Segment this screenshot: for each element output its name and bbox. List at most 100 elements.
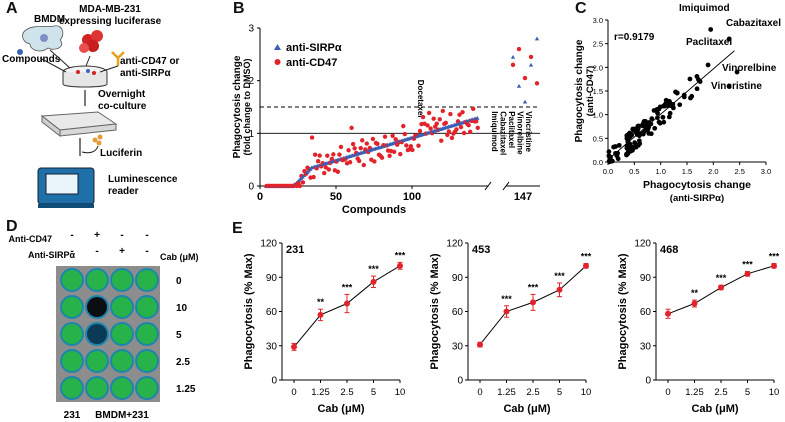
axis-break-mark — [484, 181, 492, 191]
chart-c: 0.0 0.5 1.0 1.5 2.0 2.5 3.0 0.0 0.5 1.0 1.5 2.0 2.5 3… — [574, 3, 781, 204]
data-point — [370, 278, 377, 285]
point-cd47 — [372, 159, 377, 164]
point-cd47 — [335, 169, 341, 174]
y-tick-label: 60 — [266, 307, 278, 318]
y-tick-label: 1.5 — [593, 87, 603, 96]
y-tick-label: 30 — [452, 341, 464, 352]
x-axis-label: Compounds — [342, 204, 406, 216]
significance-label: *** — [528, 282, 539, 292]
data-point — [660, 114, 666, 120]
well — [112, 324, 132, 344]
point-cd47 — [358, 145, 363, 151]
data-point — [583, 262, 589, 269]
legend-label-sirpa: anti-SIRPα — [286, 42, 342, 54]
data-point — [657, 120, 663, 126]
data-point — [648, 121, 654, 127]
point-cd47 — [460, 109, 465, 115]
outlier-cd47 — [510, 62, 516, 68]
y-tick-label: 60 — [452, 307, 464, 318]
y-axis-label: Phagocytosis change — [232, 55, 243, 158]
workflow-diagram: BMDM MDA-MB-231 expressing luciferase Co… — [2, 4, 180, 208]
well — [87, 270, 107, 290]
data-point — [317, 311, 324, 318]
sirpa-sign: - — [145, 246, 148, 257]
point-cd47 — [360, 138, 365, 143]
data-point — [397, 262, 403, 269]
data-point — [656, 106, 662, 112]
y-tick-label: 120 — [634, 239, 651, 250]
y-tick-label: 60 — [640, 307, 652, 318]
well — [137, 351, 157, 371]
panel-label-e: E — [232, 220, 243, 237]
overnight-label-1: Overnight — [98, 89, 146, 100]
sirpa-sign: + — [119, 246, 125, 257]
x-tick-label: 2.5 — [714, 387, 727, 398]
compound-dot-icon — [17, 49, 23, 55]
macrophage-icon — [22, 25, 64, 52]
x-tick-label: 0 — [665, 387, 670, 398]
annotation-compound: Paclitaxel — [507, 111, 516, 148]
data-point — [718, 284, 724, 291]
chart-e: 0 30 60 90 120 0 1.25 2.5 5 10 Cab (μM) Phagocytosi… — [243, 239, 780, 416]
well — [137, 297, 157, 317]
point-cd47 — [326, 167, 331, 172]
point-cd47 — [417, 128, 423, 134]
x-tick-label: 3.0 — [761, 167, 771, 176]
data-point — [627, 134, 633, 140]
data-point-labeled — [705, 62, 711, 68]
tumor-cells-icon — [79, 30, 103, 53]
x-tick-label: 147 — [514, 191, 532, 203]
well — [112, 270, 132, 290]
y-tick-label: 30 — [266, 341, 278, 352]
point-cd47 — [475, 125, 480, 131]
data-point — [744, 270, 751, 277]
cab-row-label: 0 — [176, 276, 182, 287]
sirpa-sign: - — [70, 246, 73, 257]
point-cd47 — [445, 132, 450, 138]
point-cd47 — [401, 123, 406, 129]
point-cd47 — [315, 159, 321, 164]
point-cd47 — [398, 151, 403, 157]
outlier-cd47 — [534, 81, 540, 86]
point-cd47 — [474, 119, 479, 124]
compounds-label: Compounds — [2, 54, 61, 65]
point-cd47 — [352, 146, 357, 151]
x-tick-label: 100 — [403, 191, 421, 203]
data-point — [648, 131, 654, 137]
outlier-sirpa — [516, 83, 522, 88]
data-point — [291, 343, 297, 350]
x-axis-label: Cab (μM) — [503, 403, 550, 415]
antibody-label-2: anti-SIRPα — [120, 68, 171, 79]
data-point — [681, 92, 687, 98]
significance-label: *** — [368, 264, 379, 274]
row-label-anti-sirpa: Anti-SIRPα — [28, 250, 75, 260]
point-cd47 — [420, 114, 426, 120]
data-point — [635, 123, 641, 129]
significance-label: *** — [501, 294, 512, 304]
data-point-labeled — [734, 69, 740, 75]
data-point — [667, 110, 673, 116]
data-point — [530, 299, 536, 306]
point-cd47 — [322, 170, 327, 176]
y-axis-label-2: (fold change to DMSO) — [242, 59, 252, 156]
y-tick-label: 0.0 — [593, 158, 603, 167]
chart-b: 0 1 2 3 0 50 100 147 Phagocytosis change (fold ch… — [232, 24, 540, 216]
point-cd47 — [457, 112, 462, 117]
x-tick-label: 0 — [477, 387, 482, 398]
label-231: 231 — [64, 410, 81, 421]
annotation-docetaxel: Docetaxel — [416, 80, 425, 118]
y-tick-label: 90 — [452, 273, 464, 284]
data-point — [674, 90, 680, 96]
outlier-cd47 — [522, 75, 528, 81]
panel-label-a: A — [6, 0, 18, 17]
x-tick-label: 5 — [745, 387, 750, 398]
cab-row-label: 2.5 — [176, 357, 190, 368]
point-cd47 — [349, 125, 354, 131]
y-tick-label: 0 — [645, 376, 651, 387]
data-point — [606, 149, 612, 155]
mda-label-2: expressing luciferase — [59, 16, 162, 27]
point-cd47 — [346, 148, 351, 153]
point-cd47 — [325, 153, 330, 158]
point-cd47 — [350, 141, 356, 147]
x-tick-label: 1.25 — [311, 387, 330, 398]
